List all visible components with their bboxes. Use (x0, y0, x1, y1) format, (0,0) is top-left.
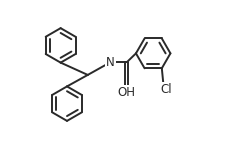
Text: Cl: Cl (160, 83, 172, 96)
Text: OH: OH (118, 86, 136, 99)
Text: N: N (106, 56, 115, 69)
